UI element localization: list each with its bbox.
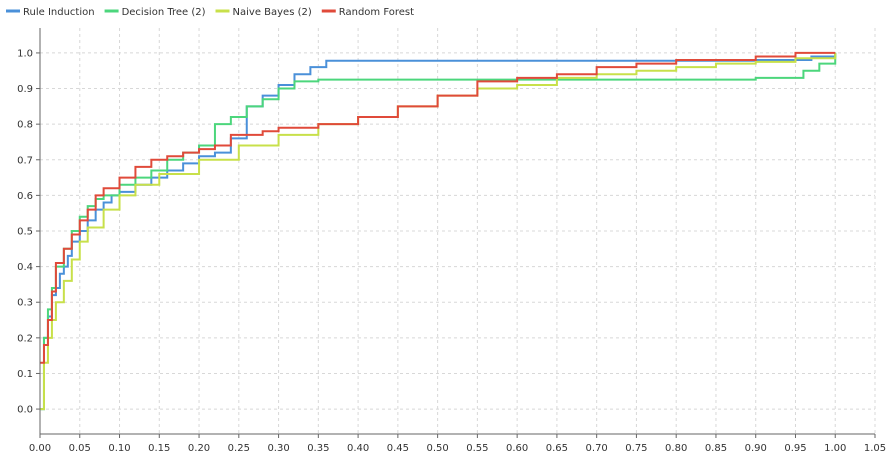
legend-label: Naive Bayes (2) bbox=[233, 7, 312, 18]
x-tick-label: 0.70 bbox=[586, 443, 608, 454]
x-tick-label: 1.05 bbox=[864, 443, 886, 454]
x-tick-label: 0.00 bbox=[29, 443, 51, 454]
y-tick-label: 0.5 bbox=[17, 227, 33, 238]
legend-item: Random Forest bbox=[321, 7, 414, 18]
y-tick-label: 0.9 bbox=[17, 84, 33, 95]
y-tick-label: 0.7 bbox=[17, 155, 33, 166]
x-tick-label: 0.75 bbox=[625, 443, 647, 454]
axes: 0.00 0.05 0.10 0.15 0.20 0.25 0.30 0.35 0.40 0.45… bbox=[17, 28, 886, 454]
x-tick-label: 0.10 bbox=[108, 443, 130, 454]
x-tick-label: 0.05 bbox=[69, 443, 91, 454]
x-tick-label: 0.40 bbox=[347, 443, 369, 454]
x-tick-label: 0.15 bbox=[148, 443, 170, 454]
x-tick-label: 0.90 bbox=[745, 443, 767, 454]
y-tick-label: 0.6 bbox=[17, 191, 33, 202]
x-tick-label: 0.85 bbox=[705, 443, 727, 454]
x-tick-label: 0.80 bbox=[665, 443, 687, 454]
legend: Rule Induction Decision Tree (2) Naive Bay… bbox=[6, 7, 414, 18]
x-tick-label: 0.45 bbox=[387, 443, 409, 454]
x-tick-label: 0.25 bbox=[228, 443, 250, 454]
naive-bayes-2-line bbox=[40, 52, 837, 411]
x-tick-label: 0.60 bbox=[506, 443, 528, 454]
legend-item: Naive Bayes (2) bbox=[215, 7, 312, 18]
grid-lines bbox=[39, 28, 876, 434]
y-tick-label: 0.2 bbox=[17, 333, 33, 344]
legend-label: Decision Tree (2) bbox=[122, 7, 206, 18]
x-tick-label: 0.55 bbox=[466, 443, 488, 454]
x-tick-label: 0.35 bbox=[307, 443, 329, 454]
y-tick-label: 0.1 bbox=[17, 369, 33, 380]
x-tick-label: 1.00 bbox=[824, 443, 846, 454]
y-tick-label: 0.0 bbox=[17, 405, 33, 416]
legend-label: Rule Induction bbox=[23, 7, 95, 18]
y-tick-label: 0.4 bbox=[17, 262, 33, 273]
x-tick-label: 0.50 bbox=[426, 443, 448, 454]
y-tick-label: 1.0 bbox=[17, 48, 33, 59]
legend-label: Random Forest bbox=[339, 7, 414, 18]
x-tick-label: 0.95 bbox=[784, 443, 806, 454]
x-tick-label: 0.65 bbox=[546, 443, 568, 454]
x-tick-label: 0.30 bbox=[267, 443, 289, 454]
random-forest-line bbox=[40, 51, 836, 364]
legend-item: Rule Induction bbox=[6, 7, 95, 18]
legend-item: Decision Tree (2) bbox=[104, 7, 206, 18]
y-tick-label: 0.3 bbox=[17, 298, 33, 309]
x-tick-label: 0.20 bbox=[188, 443, 210, 454]
y-tick-label: 0.8 bbox=[17, 120, 33, 131]
series-lines bbox=[40, 51, 837, 411]
